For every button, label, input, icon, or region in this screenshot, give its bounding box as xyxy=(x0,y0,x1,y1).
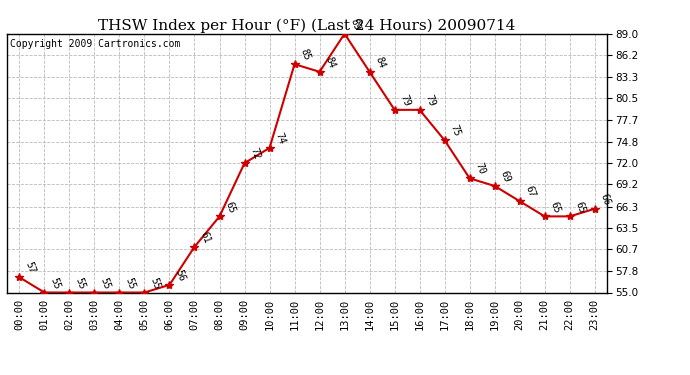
Text: Copyright 2009 Cartronics.com: Copyright 2009 Cartronics.com xyxy=(10,39,180,49)
Text: 65: 65 xyxy=(574,200,587,214)
Text: 66: 66 xyxy=(599,192,612,207)
Text: 55: 55 xyxy=(124,276,137,290)
Text: 65: 65 xyxy=(549,200,562,214)
Text: 89: 89 xyxy=(348,17,362,32)
Text: 72: 72 xyxy=(248,147,262,161)
Text: 70: 70 xyxy=(474,162,487,176)
Text: 57: 57 xyxy=(23,261,37,275)
Text: 55: 55 xyxy=(99,276,112,290)
Text: 79: 79 xyxy=(424,93,437,108)
Text: 79: 79 xyxy=(399,93,412,108)
Text: 56: 56 xyxy=(174,268,187,283)
Text: 84: 84 xyxy=(324,55,337,70)
Text: 55: 55 xyxy=(74,276,87,290)
Text: 65: 65 xyxy=(224,200,237,214)
Text: 84: 84 xyxy=(374,55,387,70)
Text: 61: 61 xyxy=(199,230,212,244)
Text: 74: 74 xyxy=(274,131,287,146)
Text: 85: 85 xyxy=(299,48,312,62)
Text: 55: 55 xyxy=(48,276,62,290)
Text: 75: 75 xyxy=(448,124,462,138)
Text: 69: 69 xyxy=(499,170,512,184)
Text: 55: 55 xyxy=(148,276,162,290)
Title: THSW Index per Hour (°F) (Last 24 Hours) 20090714: THSW Index per Hour (°F) (Last 24 Hours)… xyxy=(99,18,515,33)
Text: 67: 67 xyxy=(524,184,538,199)
